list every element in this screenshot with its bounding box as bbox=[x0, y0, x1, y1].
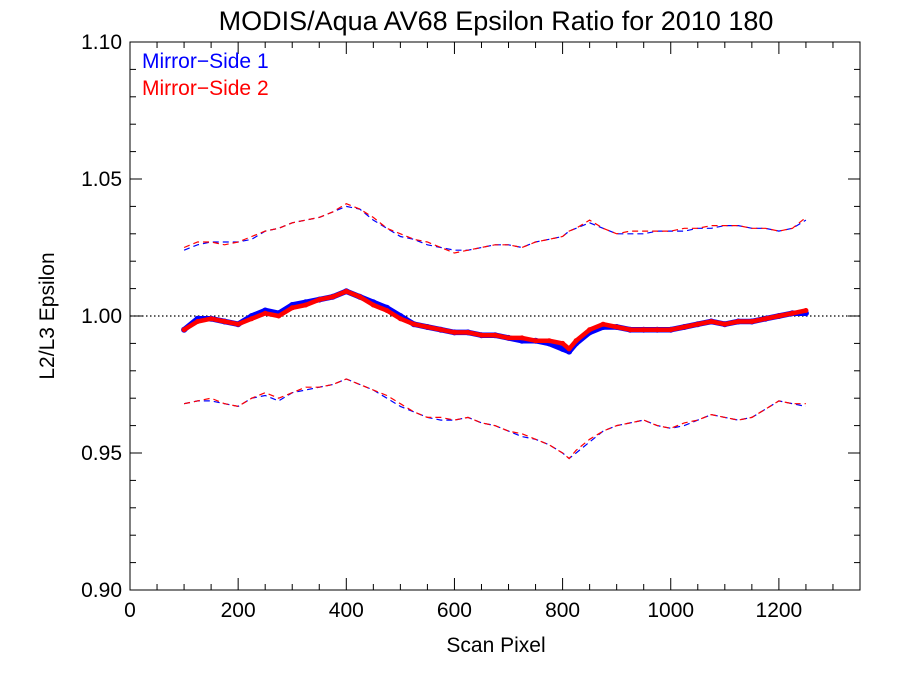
mirror-side-2-point bbox=[695, 321, 701, 327]
mirror-side-2-point bbox=[762, 316, 768, 322]
mirror-side-2-point bbox=[803, 308, 809, 313]
mirror-side-2-point bbox=[479, 332, 484, 338]
mirror-side-2-point bbox=[668, 327, 674, 333]
mirror-side-2-point bbox=[208, 316, 214, 322]
mirror-side-2-point bbox=[600, 321, 606, 327]
legend-entry-mirror-side-1: Mirror−Side 1 bbox=[142, 50, 269, 73]
mirror-side-2-point bbox=[465, 329, 471, 335]
x-tick-label: 800 bbox=[545, 599, 580, 622]
mirror-side-2-point bbox=[722, 321, 728, 327]
mirror-side-2-point bbox=[708, 319, 714, 324]
mirror-side-2-point bbox=[316, 297, 322, 303]
mirror-side-2-point bbox=[276, 313, 282, 319]
mirror-side-2-point bbox=[533, 338, 539, 344]
mirror-side-2-point bbox=[424, 324, 430, 330]
legend-entry-mirror-side-2: Mirror−Side 2 bbox=[142, 77, 269, 100]
mirror-side-2-point bbox=[749, 319, 755, 324]
mirror-side-2-point bbox=[397, 316, 403, 322]
mirror-side-2-point bbox=[222, 319, 228, 324]
mirror-side-2-point bbox=[303, 302, 309, 308]
mirror-side-2-point bbox=[519, 335, 525, 341]
mirror-side-2-point bbox=[587, 327, 593, 333]
mirror-side-2-point bbox=[566, 346, 572, 352]
x-tick-label: 1200 bbox=[756, 599, 803, 622]
x-tick-label: 0 bbox=[124, 599, 136, 622]
mirror-side-2-point bbox=[789, 310, 795, 316]
mirror-side-2-point bbox=[438, 327, 444, 333]
mirror-side-2-point bbox=[614, 324, 620, 330]
mirror-side-2-point bbox=[181, 327, 187, 333]
mirror-side-2-point bbox=[506, 335, 511, 341]
mirror-side-2-point bbox=[627, 327, 633, 333]
legend: Mirror−Side 1 Mirror−Side 2 bbox=[142, 50, 269, 100]
y-tick-label: 1.05 bbox=[81, 168, 122, 191]
mirror-side-2-point bbox=[343, 288, 349, 294]
chart-title: MODIS/Aqua AV68 Epsilon Ratio for 2010 1… bbox=[219, 6, 774, 36]
y-tick-label: 0.90 bbox=[81, 579, 122, 602]
mirror-side-2-point bbox=[195, 319, 201, 324]
mirror-side-2-upper-bound-line bbox=[183, 203, 807, 254]
mirror-side-2-point bbox=[235, 321, 241, 327]
mirror-side-1-upper-bound-line bbox=[183, 205, 807, 251]
mirror-side-2-point bbox=[384, 308, 390, 313]
y-axis-label: L2/L3 Epsilon bbox=[36, 252, 59, 379]
x-tick-label: 600 bbox=[437, 599, 472, 622]
mirror-side-2-point bbox=[681, 324, 687, 330]
mirror-side-2-lower-bound-line bbox=[183, 378, 806, 460]
y-tick-label: 0.95 bbox=[81, 442, 122, 465]
mirror-side-2-point bbox=[411, 321, 417, 327]
mirror-side-2-point bbox=[370, 302, 376, 308]
mirror-side-2-point bbox=[262, 310, 268, 316]
mirror-side-2-point bbox=[357, 294, 363, 300]
mirror-side-2-point bbox=[573, 338, 579, 344]
mirror-side-2-point bbox=[330, 294, 336, 300]
mirror-side-2-point bbox=[735, 319, 741, 324]
mirror-side-2-point bbox=[492, 332, 498, 338]
plot-frame bbox=[129, 41, 861, 591]
mirror-side-2-point bbox=[249, 316, 255, 322]
mirror-side-2-point bbox=[451, 329, 457, 335]
mirror-side-2-series bbox=[181, 203, 809, 460]
ticks-layer: 0 200 400 600 800 1000 1200 0.90 0.95 1.00 1.05 1.1… bbox=[81, 31, 861, 622]
mirror-side-2-point bbox=[289, 305, 295, 311]
mirror-side-2-point bbox=[776, 313, 782, 319]
x-tick-label: 200 bbox=[221, 599, 256, 622]
y-tick-label: 1.10 bbox=[81, 31, 122, 54]
x-axis-label: Scan Pixel bbox=[446, 634, 545, 657]
series-layer bbox=[181, 203, 809, 460]
mirror-side-2-point bbox=[546, 338, 552, 344]
x-tick-label: 400 bbox=[329, 599, 364, 622]
mirror-side-2-point bbox=[654, 327, 660, 333]
mirror-side-2-point bbox=[560, 340, 566, 346]
mirror-side-1-lower-bound-line bbox=[183, 378, 807, 460]
x-tick-label: 1000 bbox=[647, 599, 694, 622]
mirror-side-2-point bbox=[641, 327, 647, 333]
y-tick-label: 1.00 bbox=[81, 305, 122, 328]
